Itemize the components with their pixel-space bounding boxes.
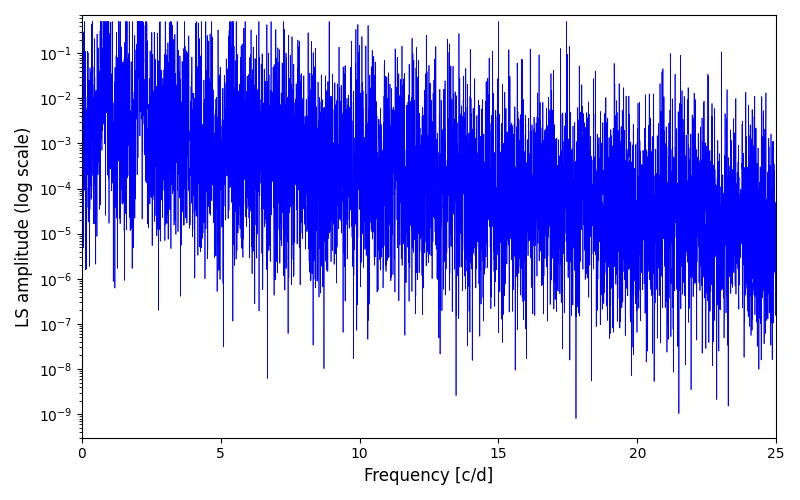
X-axis label: Frequency [c/d]: Frequency [c/d] xyxy=(364,467,494,485)
Y-axis label: LS amplitude (log scale): LS amplitude (log scale) xyxy=(15,126,33,326)
